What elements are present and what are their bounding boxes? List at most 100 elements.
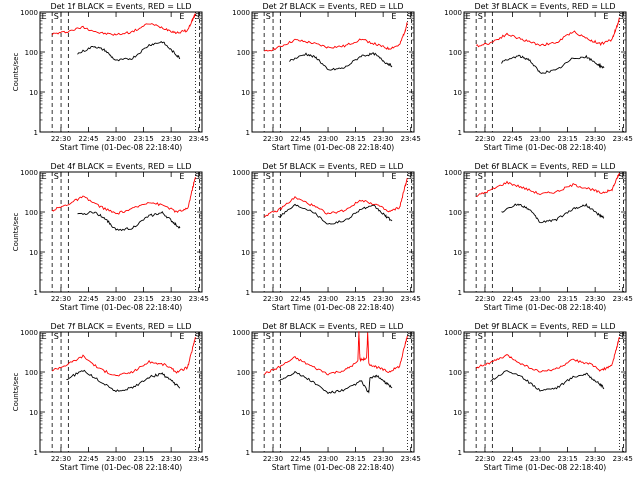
x-tick-label: 23:30 <box>161 455 181 463</box>
x-axis-label: Start Time (01-Dec-08 22:18:40) <box>272 463 394 472</box>
event-marker-label: S <box>54 12 59 21</box>
plot-panel: Det 8f BLACK = Events, RED = LLD 1 10 100 10… <box>232 322 421 472</box>
series-line-lld <box>475 336 620 373</box>
x-tick-label: 23:15 <box>557 135 577 143</box>
x-tick-label: 23:45 <box>401 135 421 143</box>
event-marker-label: S <box>619 12 624 21</box>
y-tick-label: 1000 <box>444 329 462 337</box>
y-tick-label: 10 <box>29 89 38 97</box>
event-marker-label: S <box>478 332 483 341</box>
plot-panel: Det 2f BLACK = Events, RED = LLD 1 10 100 10… <box>232 2 421 152</box>
plot-frame <box>251 11 415 133</box>
plot-title: Det 2f BLACK = Events, RED = LLD <box>262 2 403 11</box>
x-tick-label: 23:15 <box>133 135 153 143</box>
plot-frame <box>39 171 203 293</box>
plot-frame <box>251 171 415 293</box>
event-marker-label: S <box>195 332 200 341</box>
x-tick-label: 22:30 <box>263 455 283 463</box>
series-line-events <box>501 203 605 224</box>
event-marker-label: S <box>266 12 271 21</box>
plot-panel: Det 4f BLACK = Events, RED = LLD 1 10 100 10… <box>12 162 209 312</box>
y-tick-label: 1 <box>34 449 38 457</box>
series-line-lld <box>263 177 408 217</box>
x-tick-label: 23:30 <box>585 135 605 143</box>
x-tick-label: 22:30 <box>263 135 283 143</box>
x-axis-label: Start Time (01-Dec-08 22:18:40) <box>60 143 182 152</box>
event-marker-label: E <box>603 172 608 181</box>
x-tick-label: 23:30 <box>373 295 393 303</box>
y-tick-label: 10 <box>29 249 38 257</box>
y-tick-label: 10 <box>453 249 462 257</box>
series-line-events <box>501 54 605 74</box>
plot-title: Det 5f BLACK = Events, RED = LLD <box>262 162 403 171</box>
event-marker-label: S <box>195 12 200 21</box>
y-tick-label: 10 <box>453 409 462 417</box>
plot-title: Det 1f BLACK = Events, RED = LLD <box>50 2 191 11</box>
x-tick-label: 23:00 <box>106 135 126 143</box>
event-marker-label: E <box>603 332 608 341</box>
event-marker-label: E <box>391 12 396 21</box>
x-tick-label: 23:15 <box>345 295 365 303</box>
x-axis-label: Start Time (01-Dec-08 22:18:40) <box>484 463 606 472</box>
x-tick-label: 23:15 <box>557 295 577 303</box>
x-axis-label: Start Time (01-Dec-08 22:18:40) <box>484 143 606 152</box>
x-tick-label: 22:30 <box>475 295 495 303</box>
x-tick-label: 23:00 <box>530 295 550 303</box>
y-tick-label: 1000 <box>20 9 38 17</box>
y-axis-label: Counts/sec <box>12 53 20 92</box>
y-tick-label: 1 <box>246 289 250 297</box>
y-tick-label: 1000 <box>444 169 462 177</box>
plot-panel: Det 1f BLACK = Events, RED = LLD 1 10 100 10… <box>12 2 209 152</box>
event-marker-label: E <box>179 12 184 21</box>
event-marker-label: S <box>54 332 59 341</box>
plot-frame <box>463 171 627 293</box>
x-tick-label: 23:30 <box>373 135 393 143</box>
y-tick-label: 1 <box>458 449 462 457</box>
x-tick-label: 22:45 <box>290 295 310 303</box>
x-tick-label: 23:00 <box>106 295 126 303</box>
plot-title: Det 7f BLACK = Events, RED = LLD <box>50 322 191 331</box>
event-marker-label: E <box>391 332 396 341</box>
plot-title: Det 6f BLACK = Events, RED = LLD <box>474 162 615 171</box>
x-tick-label: 22:30 <box>475 455 495 463</box>
x-tick-label: 22:30 <box>51 295 71 303</box>
series-line-events <box>490 370 605 392</box>
series-line-events <box>66 369 181 393</box>
x-tick-label: 22:30 <box>263 295 283 303</box>
event-marker-label: S <box>407 12 412 21</box>
plot-panel: Det 7f BLACK = Events, RED = LLD 1 10 100 10… <box>12 322 209 472</box>
x-tick-label: 23:00 <box>318 295 338 303</box>
y-tick-label: 1000 <box>20 169 38 177</box>
x-tick-label: 22:30 <box>51 135 71 143</box>
series-line-lld <box>51 336 196 377</box>
event-marker-label: E <box>466 332 471 341</box>
x-axis-label: Start Time (01-Dec-08 22:18:40) <box>60 303 182 312</box>
plot-frame <box>251 331 415 453</box>
x-tick-label: 23:45 <box>613 135 633 143</box>
event-marker-label: E <box>42 12 47 21</box>
y-tick-label: 10 <box>453 89 462 97</box>
y-tick-label: 1 <box>34 129 38 137</box>
plot-frame <box>463 331 627 453</box>
y-tick-label: 100 <box>237 49 250 57</box>
x-axis-label: Start Time (01-Dec-08 22:18:40) <box>272 303 394 312</box>
series-line-events <box>278 203 393 225</box>
plot-panel: Det 3f BLACK = Events, RED = LLD 1 10 100 10… <box>444 2 633 152</box>
y-tick-label: 1 <box>458 129 462 137</box>
y-tick-label: 100 <box>449 369 462 377</box>
x-tick-label: 23:45 <box>189 295 209 303</box>
plot-panel: Det 9f BLACK = Events, RED = LLD 1 10 100 10… <box>444 322 633 472</box>
event-marker-label: E <box>254 332 259 341</box>
plot-title: Det 3f BLACK = Events, RED = LLD <box>474 2 615 11</box>
event-marker-label: E <box>391 172 396 181</box>
y-tick-label: 1000 <box>444 9 462 17</box>
event-marker-label: E <box>603 12 608 21</box>
series-line-lld <box>51 13 196 36</box>
x-tick-label: 23:30 <box>585 455 605 463</box>
x-tick-label: 22:45 <box>78 295 98 303</box>
y-tick-label: 100 <box>237 209 250 217</box>
y-tick-label: 100 <box>25 209 38 217</box>
x-tick-label: 23:45 <box>189 135 209 143</box>
event-marker-label: S <box>619 332 624 341</box>
plot-frame <box>39 11 203 133</box>
